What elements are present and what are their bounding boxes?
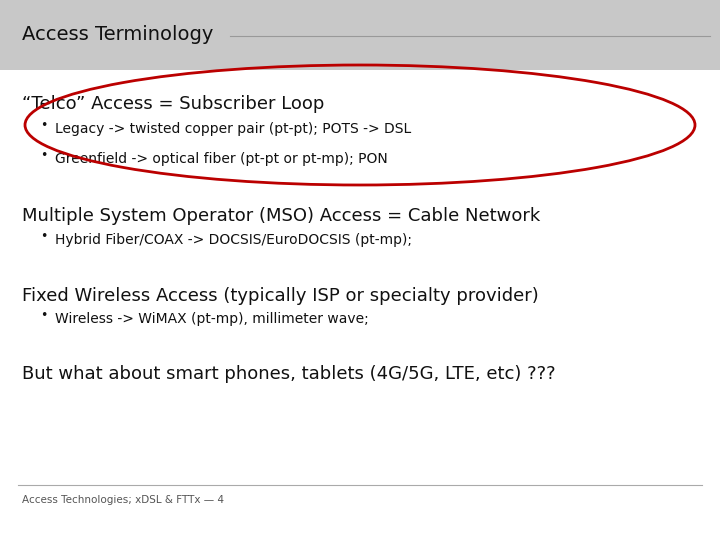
Text: Access Terminology: Access Terminology <box>22 25 213 44</box>
Text: Hybrid Fiber/COAX -> DOCSIS/EuroDOCSIS (pt-mp);: Hybrid Fiber/COAX -> DOCSIS/EuroDOCSIS (… <box>55 233 412 247</box>
Text: But what about smart phones, tablets (4G/5G, LTE, etc) ???: But what about smart phones, tablets (4G… <box>22 365 556 383</box>
Bar <box>0 0 720 70</box>
Text: “Telco” Access = Subscriber Loop: “Telco” Access = Subscriber Loop <box>22 95 325 113</box>
Text: •: • <box>40 149 48 162</box>
Text: Greenfield -> optical fiber (pt-pt or pt-mp); PON: Greenfield -> optical fiber (pt-pt or pt… <box>55 152 388 166</box>
Text: Legacy -> twisted copper pair (pt-pt); POTS -> DSL: Legacy -> twisted copper pair (pt-pt); P… <box>55 122 411 136</box>
Text: Access Technologies; xDSL & FTTx — 4: Access Technologies; xDSL & FTTx — 4 <box>22 495 224 505</box>
Text: •: • <box>40 230 48 243</box>
Text: Multiple System Operator (MSO) Access = Cable Network: Multiple System Operator (MSO) Access = … <box>22 207 540 225</box>
Text: •: • <box>40 309 48 322</box>
Text: •: • <box>40 119 48 132</box>
Text: Fixed Wireless Access (typically ISP or specialty provider): Fixed Wireless Access (typically ISP or … <box>22 287 539 305</box>
Text: Wireless -> WiMAX (pt-mp), millimeter wave;: Wireless -> WiMAX (pt-mp), millimeter wa… <box>55 312 369 326</box>
